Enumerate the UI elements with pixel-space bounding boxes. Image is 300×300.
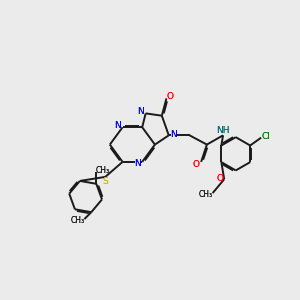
Text: CH₃: CH₃ [96, 166, 110, 175]
FancyBboxPatch shape [167, 94, 172, 99]
Text: S: S [102, 177, 108, 186]
FancyBboxPatch shape [171, 132, 176, 137]
Text: CH₃: CH₃ [71, 216, 85, 225]
Text: NH: NH [216, 126, 230, 135]
Text: N: N [115, 121, 121, 130]
FancyBboxPatch shape [135, 161, 140, 166]
Text: O: O [216, 174, 223, 183]
Text: N: N [170, 130, 177, 139]
FancyBboxPatch shape [138, 109, 143, 114]
Text: CH₃: CH₃ [199, 190, 213, 199]
FancyBboxPatch shape [103, 178, 108, 184]
Text: CH₃: CH₃ [96, 166, 110, 175]
Text: CH₃: CH₃ [199, 190, 213, 199]
Text: N: N [137, 106, 144, 116]
Text: N: N [170, 130, 177, 139]
Text: O: O [167, 92, 173, 100]
FancyBboxPatch shape [116, 123, 121, 128]
Text: O: O [167, 92, 173, 100]
Text: Cl: Cl [261, 132, 270, 141]
Text: N: N [115, 121, 121, 130]
FancyBboxPatch shape [194, 162, 199, 167]
Text: Cl: Cl [261, 132, 270, 141]
FancyBboxPatch shape [219, 128, 227, 133]
Text: N: N [134, 159, 141, 168]
FancyBboxPatch shape [262, 134, 269, 139]
Text: S: S [102, 177, 108, 186]
Text: N: N [134, 159, 141, 168]
Text: O: O [193, 160, 200, 169]
Text: O: O [193, 160, 200, 169]
Text: CH₃: CH₃ [71, 216, 85, 225]
Text: O: O [216, 174, 223, 183]
Text: NH: NH [216, 126, 230, 135]
Text: N: N [137, 106, 144, 116]
FancyBboxPatch shape [217, 176, 222, 181]
